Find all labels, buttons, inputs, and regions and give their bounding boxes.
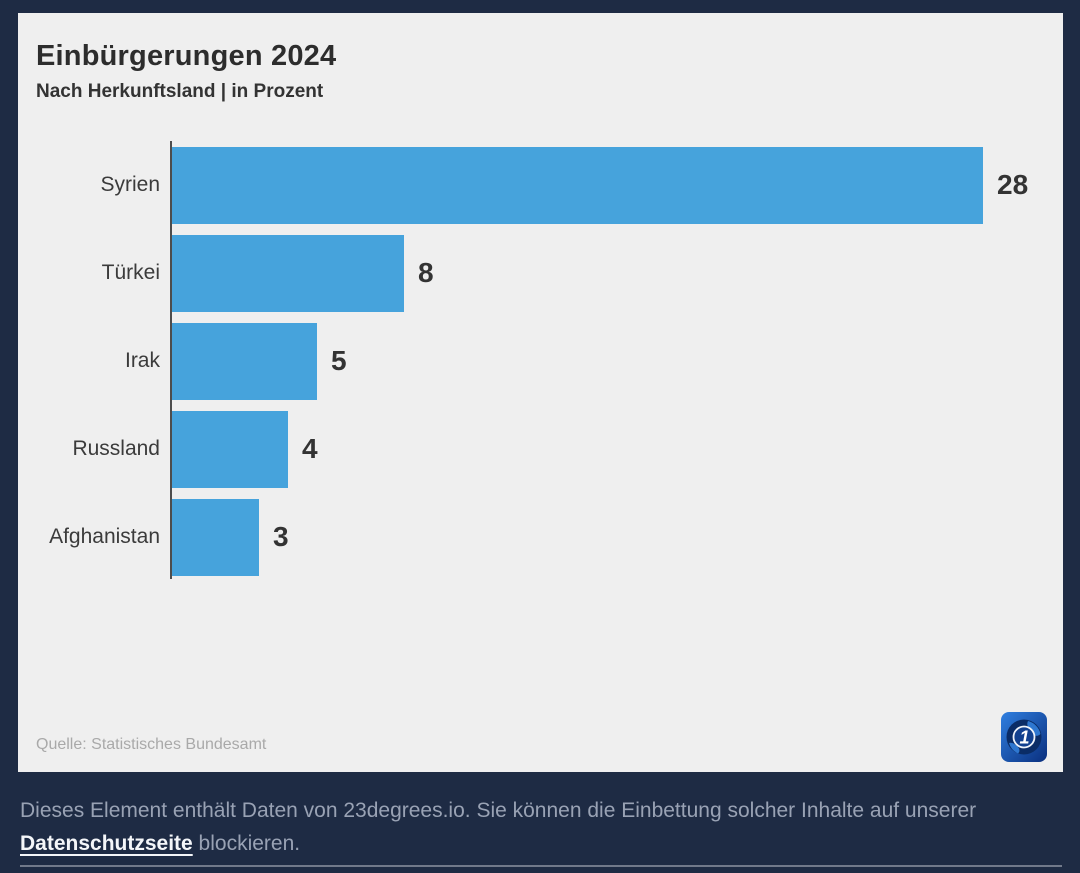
bar-row: Irak 5 xyxy=(36,322,1045,400)
bar xyxy=(172,234,404,312)
bar-track: 28 xyxy=(172,146,1045,224)
bar xyxy=(172,322,317,400)
category-label: Irak xyxy=(124,349,160,373)
bar-track: 5 xyxy=(172,322,1045,400)
category-label: Afghanistan xyxy=(49,525,160,549)
category-label: Türkei xyxy=(101,261,160,285)
privacy-text-after: blockieren. xyxy=(192,832,301,855)
value-label: 3 xyxy=(273,521,289,553)
bar-rows: Syrien 28 Türkei 8 Irak 5 xyxy=(36,144,1045,579)
bar-track: 4 xyxy=(172,410,1045,488)
value-label: 28 xyxy=(997,169,1029,201)
source-note: Quelle: Statistisches Bundesamt xyxy=(36,736,267,753)
bar xyxy=(172,410,288,488)
value-label: 4 xyxy=(302,433,318,465)
category-label: Russland xyxy=(72,437,160,461)
card-footer: Quelle: Statistisches Bundesamt 1 xyxy=(36,712,1047,762)
y-axis-line xyxy=(170,140,172,579)
bar-row: Syrien 28 xyxy=(36,146,1045,224)
value-label: 5 xyxy=(331,345,347,377)
bottom-divider xyxy=(20,865,1062,867)
category-label: Syrien xyxy=(100,173,160,197)
bar xyxy=(172,498,259,576)
bar-track: 8 xyxy=(172,234,1045,312)
bar-chart: Syrien 28 Türkei 8 Irak 5 xyxy=(36,140,1045,579)
bar xyxy=(172,146,983,224)
privacy-note: Dieses Element enthält Daten von 23degre… xyxy=(20,794,1062,860)
bar-track: 3 xyxy=(172,498,1045,576)
bar-row: Afghanistan 3 xyxy=(36,498,1045,576)
bar-row: Russland 4 xyxy=(36,410,1045,488)
chart-card: Einbürgerungen 2024 Nach Herkunftsland |… xyxy=(18,13,1063,772)
privacy-policy-link[interactable]: Datenschutzseite xyxy=(20,832,193,855)
chart-subtitle: Nach Herkunftsland | in Prozent xyxy=(36,80,324,102)
bar-row: Türkei 8 xyxy=(36,234,1045,312)
value-label: 8 xyxy=(418,257,434,289)
chart-title: Einbürgerungen 2024 xyxy=(36,40,337,72)
ard-globe-logo-icon: 1 xyxy=(1001,712,1047,762)
privacy-text-before: Dieses Element enthält Daten von 23degre… xyxy=(20,799,977,822)
svg-text:1: 1 xyxy=(1019,728,1029,748)
